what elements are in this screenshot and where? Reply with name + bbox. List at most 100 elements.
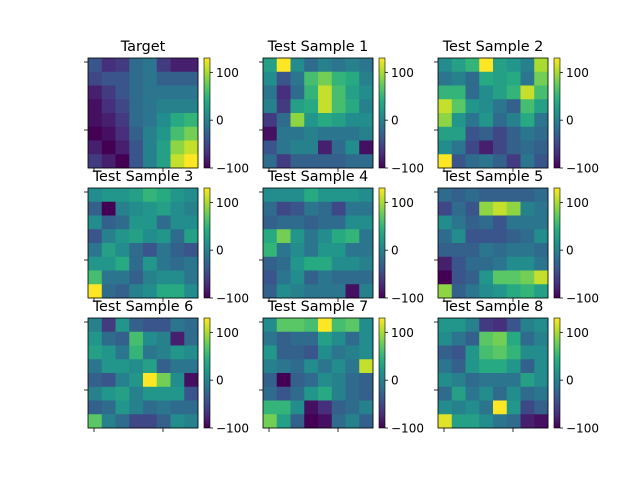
heatmap-cell [359, 201, 374, 216]
heatmap-cell [345, 400, 360, 415]
heatmap-cell [170, 215, 185, 230]
heatmap-cell [170, 373, 185, 388]
heatmap-cell [115, 99, 130, 114]
heatmap-cell [170, 270, 185, 285]
heatmap-cell [143, 71, 158, 86]
heatmap-cell [438, 58, 453, 73]
heatmap-cell [465, 188, 480, 203]
heatmap-cell [184, 85, 199, 100]
heatmap-cell [493, 256, 508, 271]
heatmap-cell [88, 126, 103, 141]
heatmap-cell [318, 99, 333, 114]
heatmap-cell [115, 270, 130, 285]
heatmap-cell [520, 85, 535, 100]
heatmap-cell [493, 201, 508, 216]
heatmap-cell [263, 284, 278, 299]
heatmap-cell [143, 201, 158, 216]
heatmap-cell [276, 400, 291, 415]
heatmap-cell [534, 126, 549, 141]
heatmap-cell [506, 386, 521, 401]
heatmap-cell [115, 126, 130, 141]
heatmap-cell [115, 256, 130, 271]
heatmap-cell [88, 331, 103, 346]
heatmap-cell [534, 71, 549, 86]
heatmap-cell [479, 256, 494, 271]
heatmap-cell [263, 188, 278, 203]
heatmap-cell [88, 386, 103, 401]
heatmap-cell [184, 201, 199, 216]
colorbar-tick-label: −100 [391, 292, 424, 306]
heatmap-cell [331, 154, 346, 169]
heatmap-cell [143, 229, 158, 244]
heatmap-cell [170, 284, 185, 299]
heatmap-cell [493, 373, 508, 388]
heatmap-cell [318, 126, 333, 141]
heatmap-cell [115, 373, 130, 388]
heatmap-cell [318, 154, 333, 169]
heatmap-cell [290, 318, 305, 333]
heatmap-cell [184, 373, 199, 388]
heatmap-cell [156, 229, 171, 244]
heatmap-cell [263, 85, 278, 100]
heatmap-cell [304, 359, 319, 374]
heatmap-cell [115, 345, 130, 360]
colorbar-tick-label: 0 [216, 114, 224, 128]
heatmap-cell [479, 345, 494, 360]
heatmap-cell [143, 373, 158, 388]
heatmap-cell [359, 270, 374, 285]
heatmap-cell [506, 215, 521, 230]
heatmap-cell [479, 359, 494, 374]
heatmap-cell [156, 256, 171, 271]
heatmap-cell [534, 400, 549, 415]
heatmap-cell [304, 140, 319, 155]
colorbar-tick-label: 100 [566, 66, 589, 80]
heatmap-cell [276, 345, 291, 360]
heatmap-cell [143, 318, 158, 333]
heatmap-cell [479, 154, 494, 169]
heatmap-cell [88, 201, 103, 216]
heatmap-cell [263, 201, 278, 216]
heatmap-cell [276, 99, 291, 114]
heatmap-cell [520, 373, 535, 388]
heatmap-cell [520, 140, 535, 155]
heatmap-cell [493, 284, 508, 299]
heatmap-cell [451, 318, 466, 333]
heatmap-cell [479, 331, 494, 346]
colorbar [203, 317, 211, 429]
colorbar-tick-label: 100 [566, 196, 589, 210]
heatmap-cell [359, 229, 374, 244]
heatmap-cell [465, 400, 480, 415]
heatmap-cell [534, 414, 549, 429]
heatmap-cell [520, 126, 535, 141]
heatmap-cell [276, 126, 291, 141]
heatmap-cell [304, 58, 319, 73]
heatmap-cell [465, 58, 480, 73]
heatmap-cell [129, 373, 144, 388]
heatmap-cell [88, 318, 103, 333]
heatmap-cell [331, 256, 346, 271]
heatmap-cell [88, 99, 103, 114]
heatmap-cell [438, 113, 453, 128]
heatmap-cell [290, 386, 305, 401]
heatmap-cell [345, 85, 360, 100]
heatmap-cell [318, 229, 333, 244]
heatmap-cell [101, 359, 116, 374]
heatmap-cell [493, 270, 508, 285]
heatmap-cell [304, 201, 319, 216]
heatmap-cell [520, 113, 535, 128]
heatmap-cell [318, 284, 333, 299]
heatmap-cell [129, 113, 144, 128]
heatmap-cell [88, 284, 103, 299]
heatmap-cell [156, 284, 171, 299]
panel-frame [437, 317, 549, 429]
heatmap-cell [129, 414, 144, 429]
heatmap-cell [170, 229, 185, 244]
heatmap-cell [534, 373, 549, 388]
heatmap-cell [115, 85, 130, 100]
heatmap-cell [318, 345, 333, 360]
heatmap-cell [170, 318, 185, 333]
heatmap-cell [506, 58, 521, 73]
colorbar-tick-label: 0 [566, 114, 574, 128]
heatmap-cell [276, 71, 291, 86]
heatmap-cell [479, 99, 494, 114]
